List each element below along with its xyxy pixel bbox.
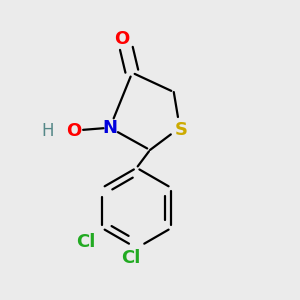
Text: O: O xyxy=(114,29,129,47)
Text: S: S xyxy=(175,121,188,139)
Text: Cl: Cl xyxy=(76,233,96,251)
Text: O: O xyxy=(67,122,82,140)
Text: N: N xyxy=(102,119,117,137)
Text: Cl: Cl xyxy=(121,250,140,268)
Text: H: H xyxy=(41,122,54,140)
